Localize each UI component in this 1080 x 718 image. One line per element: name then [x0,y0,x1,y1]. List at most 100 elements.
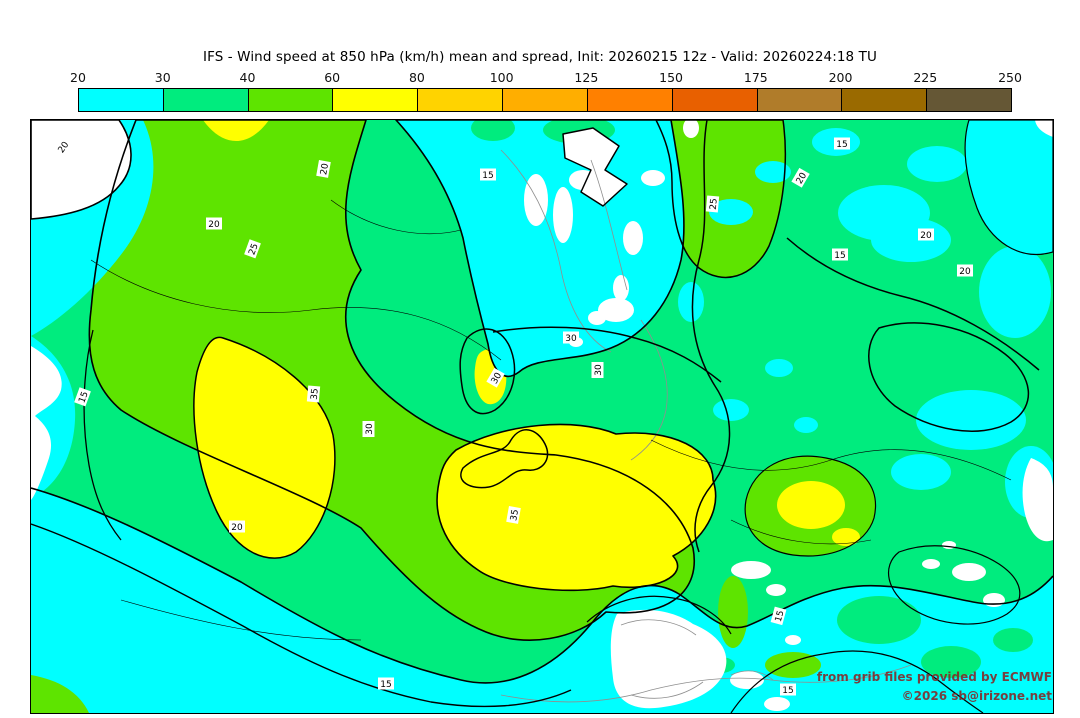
contour-label: 15 [832,248,848,261]
contour-line [395,120,685,378]
fill-green-accent [993,628,1033,652]
weather-map: 20 20 25 20 15 25 15 20 35 30 30 30 30 35 15 15 20 15 20 20… [30,119,1054,714]
contour-label: 15 [780,683,796,696]
contour-label-box [206,217,222,230]
fill-cyan-patch [657,226,677,254]
fill-cyan-patch [891,454,951,490]
contour-label-box [918,228,934,241]
contour-label-box [306,385,321,403]
contour-line [586,595,732,635]
fill-green-accent [837,596,921,644]
contour-label-box [316,159,331,178]
colorbar-segment-40-60 [248,89,334,111]
fill-spring-pocket-2 [437,304,489,332]
contour-line [730,519,872,545]
contour-line [691,120,731,553]
fill-cyan-patch [765,359,793,377]
contour-label-box [486,367,505,388]
contour-label-box [791,167,810,188]
contour-label-box [957,264,973,277]
fill-white-patch [922,559,940,569]
contour-label-box [591,362,604,378]
coastline [620,619,774,699]
contour-label-text: 20 [231,523,243,533]
contour-label-text: 15 [774,609,787,623]
colorbar-tick-label: 150 [659,70,684,85]
fill-white-patch [524,174,548,226]
contour-label: 15 [74,387,91,407]
fill-white-patch [569,170,597,190]
fill-yellow-left-band [193,337,335,559]
contour-line [786,237,1040,371]
fill-white-patch [764,697,790,711]
fill-cyan-patch [794,417,818,433]
fill-chartreuse-accent [718,576,748,648]
colorbar-tick-label: 200 [828,70,853,85]
contour-line [120,599,362,641]
colorbar-segment-30-40 [163,89,249,111]
attribution-copyright: ©2026 sb@irizone.net [901,689,1052,703]
fill-cyan-patch [979,246,1051,338]
contour-label: 35 [506,505,521,524]
contour-label-text: 35 [509,509,521,522]
fill-cyan-topright-corner [965,120,1053,255]
fill-yellow-center [437,424,716,591]
fill-green-topedge-1 [471,120,515,141]
contour-label: 20 [229,520,245,533]
fill-white-patch [785,635,801,645]
contour-label-text: 15 [782,686,793,696]
fill-white-patch [598,298,634,322]
fill-yellow-right-1 [777,481,845,529]
contour-label: 20 [316,159,331,178]
contour-label-box [832,248,848,261]
contour-line [193,336,336,559]
fill-cyan-patch [916,390,1026,450]
contour-label-text: 15 [834,251,845,261]
contour-label-box [705,195,720,213]
fill-green-accent [921,646,981,678]
fill-cyan-patch [755,161,791,183]
fill-white-patch [766,584,786,596]
fill-chartreuse-accent [765,652,821,678]
colorbar-tick-label: 20 [70,70,86,85]
chart-title: IFS - Wind speed at 850 hPa (km/h) mean … [203,49,877,65]
fill-yellow-right-2 [832,528,860,546]
contour-label-box [362,421,375,437]
fill-white-norway [563,128,627,206]
colorbar-segment-175-200 [757,89,843,111]
contour-label-text: 20 [319,162,331,175]
fill-cyan-patch [713,399,749,421]
contour-label-box [229,520,245,533]
contour-label: 25 [705,195,720,213]
contour-label: 30 [362,421,375,437]
contour-line [83,329,122,541]
contour-line [492,326,722,383]
colorbar-tick-label: 250 [998,70,1022,85]
coastline [630,319,668,461]
contour-label-box [74,387,91,407]
colorbar-tick-label: 60 [324,70,341,85]
contour-label-text: 15 [482,171,493,181]
contour-label-text: 15 [836,140,847,150]
contour-label: 25 [244,239,261,259]
fill-white-patch [983,593,1005,607]
contour-label: 20 [918,228,934,241]
contour-line [730,650,984,713]
contour-line [436,423,717,592]
contour-label-box [480,168,496,181]
colorbar-segment-225-250 [927,89,1011,111]
contour-line [650,439,1012,481]
contour-label-box [834,137,850,150]
contour-line [868,322,1029,432]
colorbar-tick-label: 225 [913,70,938,85]
contour-line [744,455,876,557]
contour-label: 15 [378,677,394,690]
contour-label-box [770,606,787,626]
contour-label: 20 [206,217,222,230]
contour-line [88,120,695,641]
contour-line [90,259,502,361]
contour-line [330,199,462,235]
colorbar-tick-label: 30 [154,70,171,85]
contour-label-box [506,505,521,524]
contour-label: 35 [306,385,321,403]
